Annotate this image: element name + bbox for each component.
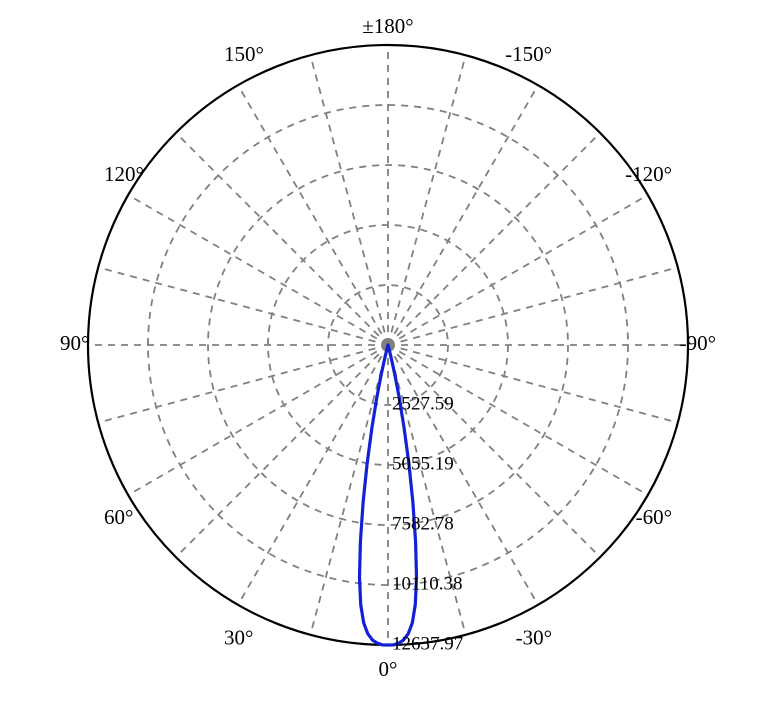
angle-label: 60° [104, 505, 133, 529]
angle-label: ±180° [362, 14, 413, 38]
angle-label: -90° [680, 331, 716, 355]
angle-label: 0° [379, 657, 398, 681]
angle-label: 150° [224, 42, 264, 66]
angle-label: 30° [224, 625, 253, 649]
angle-label: 90° [60, 331, 89, 355]
radial-label: 7582.78 [392, 513, 454, 534]
angle-label: -30° [516, 625, 552, 649]
angle-label: -60° [636, 505, 672, 529]
radial-label: 12637.97 [392, 633, 463, 654]
angle-label: 120° [104, 162, 144, 186]
angle-label: -120° [625, 162, 672, 186]
radial-label: 2527.59 [392, 393, 454, 414]
radial-label: 10110.38 [392, 573, 463, 594]
polar-chart: ±180° -150° -120° -90° -60° -30° 0° 30° 60° 90° 12… [0, 0, 777, 701]
radial-label: 5055.19 [392, 453, 454, 474]
angle-label: -150° [505, 42, 552, 66]
